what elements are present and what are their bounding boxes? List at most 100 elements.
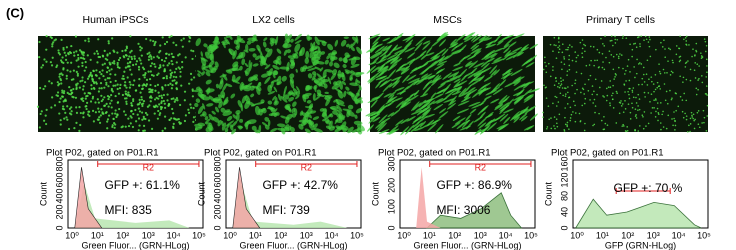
cell	[332, 69, 338, 76]
cell	[673, 117, 675, 120]
cell	[140, 98, 144, 101]
cell	[118, 107, 121, 111]
cell	[388, 36, 397, 44]
cell	[403, 39, 414, 49]
cell	[681, 99, 684, 101]
x-tick-label: 10²	[621, 230, 634, 240]
cell	[92, 69, 95, 73]
cell	[449, 74, 462, 80]
cell	[395, 100, 404, 109]
cell	[545, 65, 547, 67]
cell	[338, 57, 343, 62]
cell	[113, 50, 116, 53]
cell	[394, 32, 404, 41]
cell	[267, 91, 276, 95]
cell	[143, 129, 146, 132]
cell	[663, 72, 666, 74]
cell	[635, 72, 638, 75]
y-tick-label: 0	[559, 225, 569, 230]
cell	[106, 120, 109, 123]
cell	[345, 86, 350, 91]
cell	[574, 79, 577, 81]
cell	[704, 50, 707, 53]
cell	[583, 43, 585, 46]
cell	[632, 87, 635, 89]
cell	[188, 40, 191, 43]
cell	[577, 54, 579, 57]
cell	[280, 115, 288, 119]
cell	[100, 99, 103, 103]
cell	[339, 81, 343, 90]
cell	[250, 93, 255, 98]
cell	[560, 61, 563, 63]
cell	[626, 130, 629, 132]
cell	[61, 95, 64, 98]
cell	[489, 65, 498, 75]
cell	[169, 76, 172, 79]
cell	[453, 78, 461, 83]
cell	[494, 102, 504, 109]
cell	[324, 59, 329, 65]
cell	[612, 44, 614, 47]
cell	[584, 50, 586, 53]
cell	[567, 46, 570, 49]
cell	[374, 43, 383, 48]
cell	[70, 110, 73, 113]
cell	[564, 107, 566, 109]
cell	[133, 55, 136, 58]
cell	[634, 128, 636, 131]
cell	[583, 93, 586, 95]
cell	[154, 84, 157, 88]
cell	[118, 66, 121, 69]
cell	[202, 111, 207, 117]
cell	[689, 79, 692, 82]
cell	[161, 36, 164, 39]
cell	[240, 83, 245, 92]
cell	[50, 36, 53, 40]
cell	[304, 128, 311, 134]
cell	[428, 61, 439, 69]
cell	[627, 58, 630, 61]
cell	[615, 90, 618, 93]
cell	[682, 81, 684, 83]
cell	[659, 88, 662, 90]
cell	[287, 34, 293, 40]
cell	[652, 83, 655, 85]
cell	[117, 58, 121, 62]
cell	[273, 60, 278, 65]
cell	[163, 115, 167, 118]
cell	[75, 50, 78, 53]
cell	[356, 46, 363, 55]
cell	[284, 94, 290, 100]
cell	[86, 94, 89, 97]
cell	[344, 69, 353, 74]
cell	[451, 48, 464, 54]
cell	[115, 115, 118, 119]
cell	[558, 86, 561, 89]
cell	[528, 105, 536, 112]
cell	[415, 36, 426, 47]
cell	[594, 78, 597, 81]
cell	[152, 40, 155, 43]
cell	[260, 107, 266, 113]
cell	[497, 35, 510, 43]
cell	[190, 49, 193, 52]
cell	[306, 99, 312, 104]
cell	[148, 77, 152, 81]
cell	[75, 87, 78, 91]
cell	[332, 110, 338, 115]
cell	[470, 34, 479, 42]
cell	[543, 84, 545, 87]
cell	[616, 92, 618, 95]
cell	[314, 36, 320, 46]
cell	[574, 92, 576, 95]
cell	[671, 118, 673, 120]
cell	[639, 62, 641, 64]
micrograph	[36, 34, 203, 133]
cell	[560, 83, 563, 85]
cell	[698, 77, 700, 80]
cell	[701, 122, 703, 124]
cell	[122, 77, 125, 80]
cell	[52, 41, 55, 44]
cell	[438, 39, 446, 47]
